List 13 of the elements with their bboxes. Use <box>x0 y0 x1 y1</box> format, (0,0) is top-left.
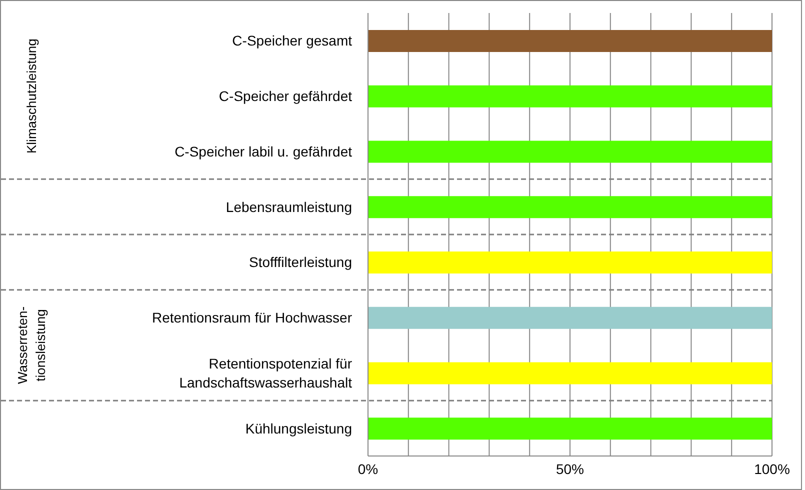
text: Klimaschutzleistung <box>24 38 38 154</box>
x-tick-label: 50% <box>556 460 584 477</box>
y-tick-label: Lebensraumleistung <box>226 198 352 215</box>
y-tick-label: C-Speicher gefährdet <box>218 88 352 104</box>
y-tick-label: Stofffilterleistung <box>249 254 352 270</box>
x-tick-label: 100% <box>754 460 790 477</box>
y-tick-label: C-Speicher labil u. gefährdet <box>174 143 352 160</box>
y-tick-label: Kühlungsleistung <box>245 420 352 436</box>
y-tick-label: C-Speicher gesamt <box>232 32 352 49</box>
text: Wasserreten-tionsleistung <box>14 306 48 384</box>
y-tick-label: Retentionsraum für Hochwasser <box>152 310 352 326</box>
x-tick-label: 0% <box>358 460 378 477</box>
y-tick-label: Retentionspotenzial für Landschaftswasserhaushalt <box>179 355 352 390</box>
